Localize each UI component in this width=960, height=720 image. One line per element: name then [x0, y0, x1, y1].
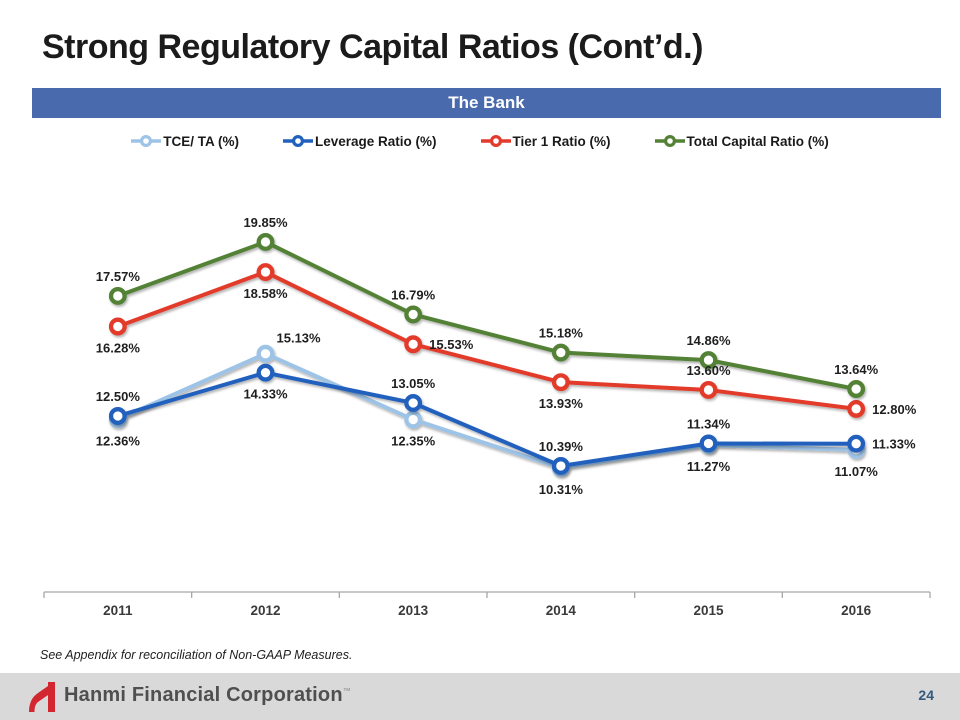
data-point-total-capital-ratio: [256, 233, 275, 251]
data-label-total-capital-ratio: 15.18%: [539, 326, 584, 341]
data-label-tier-1-ratio: 18.58%: [243, 286, 288, 301]
data-point-tier-1-ratio: [847, 399, 866, 418]
data-label-total-capital-ratio: 17.57%: [96, 269, 141, 284]
page-title: Strong Regulatory Capital Ratios (Cont’d…: [42, 28, 703, 66]
data-point-leverage-ratio: [847, 434, 866, 453]
hanmi-logo-icon: [29, 682, 55, 712]
x-axis-label: 2013: [398, 603, 429, 618]
legend-item-tce-ta: TCE/ TA (%): [131, 134, 239, 149]
data-point-tier-1-ratio: [699, 381, 718, 399]
chart-canvas: 2011 2012 2013 2014 2015 201612.36%15.13%12.3…: [43, 215, 931, 618]
series-line-tier-1-ratio: [117, 270, 857, 411]
series-line-tce-ta: [117, 351, 857, 470]
data-point-leverage-ratio: [699, 434, 718, 453]
page-number: 24: [918, 687, 934, 703]
legend-item-tier-1-ratio: Tier 1 Ratio (%): [480, 133, 611, 149]
data-label-leverage-ratio: 14.33%: [243, 387, 288, 402]
data-label-leverage-ratio: 11.33%: [872, 437, 916, 452]
legend-marker-icon: [480, 135, 511, 147]
data-label-total-capital-ratio: 13.64%: [834, 362, 879, 377]
x-axis-label: 2011: [103, 603, 133, 618]
series-line-leverage-ratio: [117, 370, 857, 468]
capital-ratios-chart: 2011 2012 2013 2014 2015 2016 12.36% 15.13% 12.3…: [30, 160, 940, 625]
legend-label: TCE/ TA (%): [163, 133, 239, 149]
data-point-tier-1-ratio: [404, 335, 423, 354]
data-label-tce-ta: 12.36%: [96, 433, 141, 448]
series-leverage-ratio: [108, 363, 866, 475]
data-point-total-capital-ratio: [699, 351, 718, 370]
data-labels: 12.36% 15.13% 12.35% 10.31% 11.27% 11.07% 12.5…: [96, 215, 917, 497]
legend-item-leverage-ratio: Leverage Ratio (%): [282, 133, 437, 149]
data-label-leverage-ratio: 11.34%: [687, 416, 731, 431]
legend-marker-icon: [654, 135, 685, 147]
data-label-tier-1-ratio: 13.60%: [686, 363, 731, 378]
data-label-leverage-ratio: 12.50%: [96, 389, 141, 404]
data-point-tier-1-ratio: [551, 373, 570, 392]
data-label-leverage-ratio: 10.39%: [539, 439, 584, 454]
legend-marker-icon: [282, 135, 313, 147]
data-label-tce-ta: 11.07%: [834, 464, 878, 479]
x-axis-label: 2015: [693, 603, 724, 618]
data-point-tce-ta: [404, 410, 423, 429]
legend-label: Total Capital Ratio (%): [686, 133, 829, 149]
footnote: See Appendix for reconciliation of Non-G…: [40, 648, 353, 662]
data-point-leverage-ratio: [551, 457, 570, 475]
data-label-tce-ta: 15.13%: [277, 331, 322, 346]
trademark: ™: [342, 686, 351, 696]
data-point-tier-1-ratio: [256, 263, 275, 281]
data-point-leverage-ratio: [404, 394, 423, 412]
data-label-total-capital-ratio: 19.85%: [243, 215, 288, 230]
data-label-tier-1-ratio: 16.28%: [96, 340, 141, 355]
x-axis-label: 2016: [841, 603, 872, 618]
legend-label: Tier 1 Ratio (%): [512, 133, 611, 149]
series-tce-ta: [108, 344, 866, 477]
data-label-tier-1-ratio: 13.93%: [539, 396, 584, 411]
data-point-tier-1-ratio: [108, 317, 127, 336]
legend-marker-icon: [131, 135, 162, 147]
x-axis-label: 2012: [250, 603, 280, 618]
series-line-total-capital-ratio: [117, 239, 857, 391]
hanmi-brand-text: Hanmi Financial Corporation™: [64, 684, 351, 706]
x-axis: 2011 2012 2013 2014 2015 2016: [43, 591, 931, 618]
data-point-tce-ta: [256, 344, 275, 363]
legend-label: Leverage Ratio (%): [314, 133, 437, 149]
bank-banner: The Bank: [32, 88, 941, 118]
chart-legend: TCE/ TA (%) Leverage Ratio (%) Tier 1 Rati…: [0, 130, 960, 152]
data-point-leverage-ratio: [108, 407, 127, 425]
data-label-tier-1-ratio: 15.53%: [429, 337, 474, 352]
data-point-total-capital-ratio: [847, 380, 866, 398]
data-label-tce-ta: 10.31%: [539, 482, 584, 497]
data-label-tier-1-ratio: 12.80%: [872, 402, 917, 417]
legend-item-total-capital-ratio: Total Capital Ratio (%): [654, 133, 829, 149]
x-axis-label: 2014: [546, 603, 577, 618]
data-label-tce-ta: 12.35%: [391, 434, 436, 449]
series-tier-1-ratio: [108, 263, 866, 418]
data-point-total-capital-ratio: [551, 343, 570, 362]
series-total-capital-ratio: [108, 233, 866, 398]
data-label-tce-ta: 11.27%: [687, 459, 731, 474]
data-point-total-capital-ratio: [404, 305, 423, 324]
data-point-total-capital-ratio: [108, 286, 127, 305]
data-label-total-capital-ratio: 14.86%: [686, 333, 731, 348]
data-label-leverage-ratio: 13.05%: [391, 376, 436, 391]
data-point-leverage-ratio: [256, 363, 275, 382]
footer: Hanmi Financial Corporation™ 24: [0, 673, 960, 720]
data-label-total-capital-ratio: 16.79%: [391, 287, 436, 302]
